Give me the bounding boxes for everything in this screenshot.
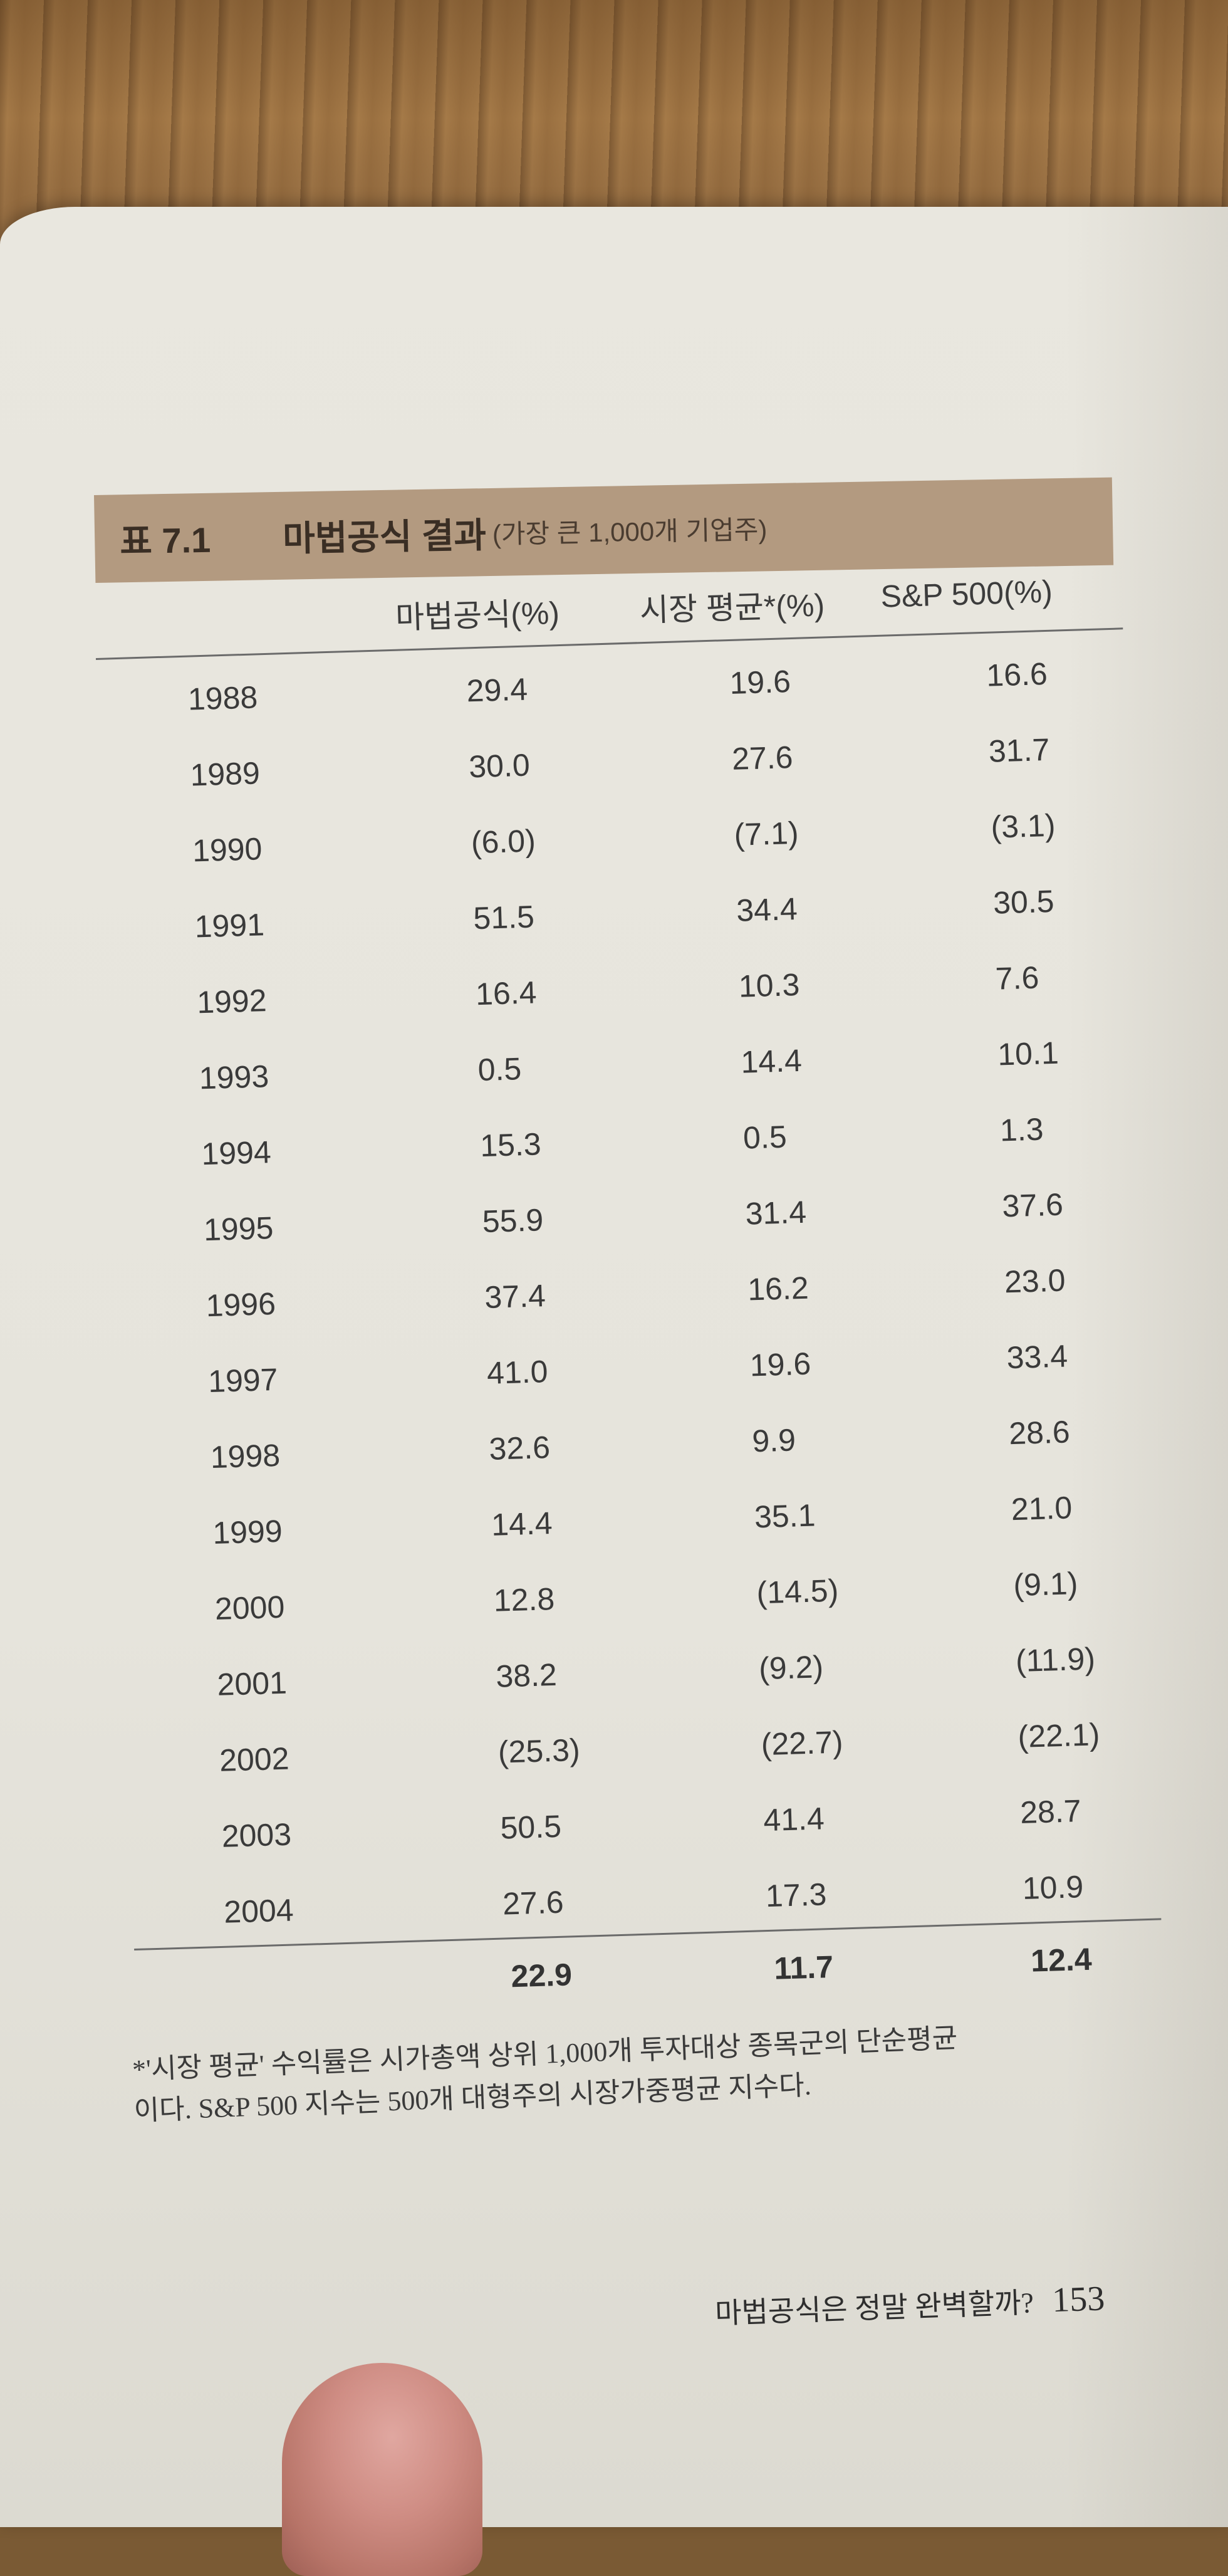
magic-cell: 55.9 [482, 1202, 544, 1240]
sp500-cell: 28.6 [1008, 1414, 1071, 1452]
market-cell: 17.3 [765, 1877, 828, 1914]
magic-cell: 15.3 [479, 1126, 542, 1164]
magic-cell: 30.0 [468, 747, 531, 785]
sp500-cell: 16.6 [986, 656, 1048, 693]
magic-cell: 14.4 [491, 1505, 553, 1542]
market-cell: 9.9 [751, 1422, 796, 1459]
header-sp500: S&P 500(%) [880, 573, 1053, 614]
year-cell: 1992 [196, 983, 268, 1020]
sp500-cell: (11.9) [1015, 1641, 1096, 1679]
year-cell: 1988 [187, 679, 258, 717]
thumb-photo [282, 2363, 482, 2576]
sp500-cell: 23.0 [1004, 1262, 1066, 1300]
magic-cell: 51.5 [472, 899, 535, 936]
book-page [0, 207, 1228, 2527]
sp500-cell: 7.6 [994, 960, 1040, 997]
year-cell: 1998 [210, 1437, 281, 1475]
year-cell: 1991 [194, 907, 265, 945]
year-cell: 1997 [207, 1361, 279, 1400]
market-cell: (7.1) [733, 815, 799, 852]
magic-cell: 29.4 [466, 671, 528, 709]
average-market: 11.7 [773, 1949, 834, 1986]
year-cell: 2000 [214, 1589, 286, 1626]
market-cell: 34.4 [736, 891, 798, 928]
market-cell: 27.6 [731, 740, 794, 777]
sp500-cell: 10.9 [1022, 1869, 1084, 1906]
magic-cell: 16.4 [475, 975, 538, 1012]
market-cell: 19.6 [729, 664, 791, 701]
average-magic: 22.9 [510, 1957, 573, 1994]
table-subtitle: (가장 큰 1,000개 기업주) [492, 514, 768, 549]
year-cell: 2004 [223, 1892, 294, 1930]
sp500-cell: 30.5 [992, 883, 1055, 921]
header-market-average: 시장 평균*(%) [639, 587, 825, 629]
market-cell: 14.4 [740, 1042, 803, 1080]
year-cell: 1995 [203, 1210, 274, 1248]
magic-cell: 27.6 [502, 1884, 565, 1922]
year-cell: 1989 [189, 755, 261, 793]
market-cell: 10.3 [738, 966, 801, 1004]
table-title-bar: 표 7.1 마법공식 결과 (가장 큰 1,000개 기업주) [94, 477, 1114, 583]
market-cell: (22.7) [761, 1724, 844, 1762]
magic-cell: 32.6 [488, 1430, 551, 1467]
year-cell: 1999 [212, 1513, 283, 1551]
sp500-cell: 31.7 [988, 731, 1051, 769]
magic-cell: 12.8 [493, 1581, 555, 1618]
magic-cell: (25.3) [497, 1732, 581, 1770]
magic-cell: 37.4 [484, 1278, 546, 1315]
magic-cell: 41.0 [486, 1354, 549, 1391]
year-cell: 1990 [192, 831, 263, 869]
year-cell: 1993 [199, 1059, 269, 1096]
year-cell: 1996 [205, 1285, 276, 1324]
average-sp500: 12.4 [1030, 1941, 1093, 1979]
page-number: 153 [1051, 2279, 1106, 2320]
results-table: 마법공식(%) 시장 평균*(%) S&P 500(%) 1988 29.4 1… [94, 565, 1163, 2026]
table-title: 마법공식 결과 [282, 515, 487, 558]
sp500-cell: 37.6 [1001, 1186, 1064, 1224]
magic-cell: 0.5 [477, 1051, 523, 1088]
market-cell: 19.6 [749, 1346, 812, 1383]
header-magic-formula: 마법공식(%) [395, 595, 560, 636]
year-cell: 2001 [216, 1665, 288, 1702]
sp500-cell: (3.1) [990, 807, 1056, 845]
market-cell: 35.1 [754, 1497, 816, 1535]
market-cell: (9.2) [758, 1649, 824, 1687]
sp500-cell: 1.3 [999, 1111, 1044, 1148]
market-cell: 16.2 [747, 1270, 809, 1307]
magic-cell: 50.5 [499, 1808, 562, 1846]
year-cell: 1994 [200, 1134, 272, 1172]
market-cell: (14.5) [756, 1573, 840, 1611]
magic-cell: (6.0) [471, 823, 536, 861]
sp500-cell: 33.4 [1006, 1338, 1068, 1376]
market-cell: 0.5 [742, 1119, 788, 1156]
year-cell: 2003 [221, 1816, 292, 1854]
magic-cell: 38.2 [495, 1657, 558, 1694]
sp500-cell: (22.1) [1017, 1717, 1101, 1755]
year-cell: 2002 [219, 1741, 290, 1778]
sp500-cell: (9.1) [1012, 1566, 1079, 1603]
table-label: 표 7.1 [119, 520, 211, 561]
sp500-cell: 21.0 [1011, 1490, 1073, 1527]
sp500-cell: 10.1 [997, 1035, 1059, 1072]
market-cell: 41.4 [762, 1801, 825, 1838]
sp500-cell: 28.7 [1019, 1793, 1082, 1830]
market-cell: 31.4 [744, 1194, 807, 1232]
